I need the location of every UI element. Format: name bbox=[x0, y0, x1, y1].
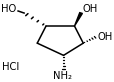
Polygon shape bbox=[74, 13, 82, 26]
Text: HO: HO bbox=[1, 4, 16, 14]
Text: OH: OH bbox=[81, 4, 97, 14]
Text: HCl: HCl bbox=[2, 62, 19, 72]
Text: OH: OH bbox=[97, 32, 112, 42]
Text: NH₂: NH₂ bbox=[52, 71, 71, 81]
